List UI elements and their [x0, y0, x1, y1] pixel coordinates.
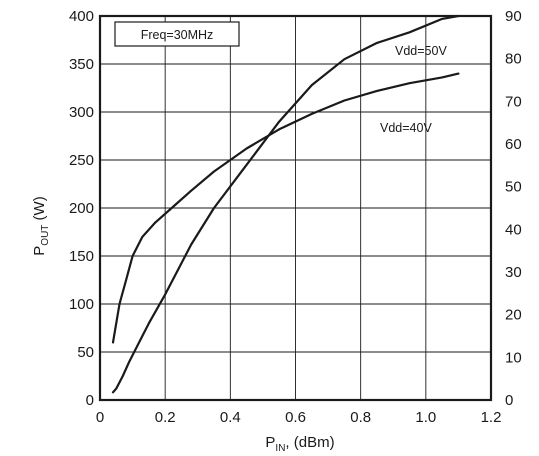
series-line-vdd40 [111, 72, 460, 344]
y-axis-label-sub: OUT [40, 225, 51, 246]
y2-tick-label: 20 [505, 307, 522, 324]
series-line-vdd50 [111, 14, 460, 394]
series-lines [111, 14, 460, 394]
y-axis-label: POUT (W) [31, 196, 51, 255]
y-tick-label: 400 [69, 8, 94, 25]
y2-tick-label: 40 [505, 221, 522, 238]
y2-tick-label: 0 [505, 392, 513, 409]
x-tick-label: 0.8 [350, 409, 371, 426]
annotation-box: Freq=30MHz [114, 21, 240, 47]
x-axis-label-suffix: , (dBm) [285, 434, 334, 451]
series-label-vdd40: Vdd=40V [380, 121, 432, 135]
x-tick-label: 0 [96, 409, 104, 426]
y-tick-label: 350 [69, 56, 94, 73]
x-axis-label-main: P [265, 434, 275, 451]
y-tick-label: 150 [69, 248, 94, 265]
x-tick-label: 0.4 [220, 409, 241, 426]
y-tick-label: 100 [69, 296, 94, 313]
plot-frame [98, 14, 493, 402]
y2-tick-label: 70 [505, 93, 522, 110]
x-tick-label: 1.0 [415, 409, 436, 426]
y2-tick-label: 50 [505, 179, 522, 196]
y2-tick-label: 60 [505, 136, 522, 153]
y-axis-label-main: P [31, 246, 48, 256]
annotation-text: Freq=30MHz [141, 28, 214, 42]
x-axis-label: PIN, (dBm) [265, 434, 334, 454]
x-tick-label: 0.2 [155, 409, 176, 426]
y2-tick-label: 80 [505, 51, 522, 68]
y-tick-label: 200 [69, 200, 94, 217]
x-tick-label: 0.6 [285, 409, 306, 426]
y-tick-label: 300 [69, 104, 94, 121]
y-axis-label-suffix: (W) [31, 196, 48, 224]
y2-tick-label: 90 [505, 8, 522, 25]
y2-tick-label: 10 [505, 349, 522, 366]
y2-tick-label: 30 [505, 264, 522, 281]
series-label-vdd50: Vdd=50V [395, 44, 447, 58]
x-tick-label: 1.2 [481, 409, 502, 426]
grid-lines [100, 16, 491, 400]
y-tick-label: 50 [77, 344, 94, 361]
y-tick-label: 0 [86, 392, 94, 409]
x-axis-label-sub: IN [275, 443, 285, 454]
y-tick-label: 250 [69, 152, 94, 169]
tick-labels: 0 0.2 0.4 0.6 0.8 1.0 1.2050100150200250300350… [69, 8, 522, 426]
